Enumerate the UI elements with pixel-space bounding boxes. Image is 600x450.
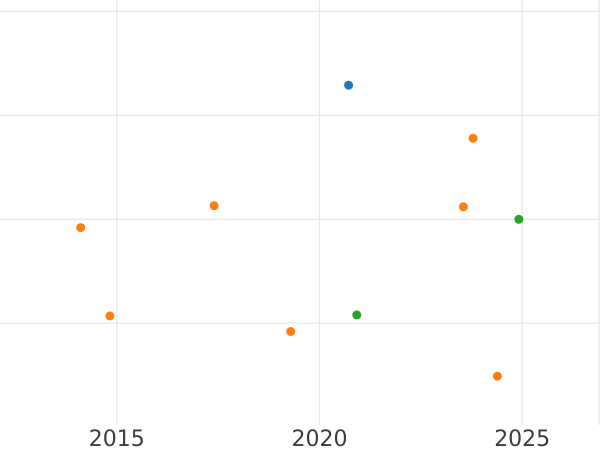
point-orange (209, 201, 219, 211)
point-orange (458, 202, 468, 212)
point-orange (468, 133, 478, 143)
x-tick-label-2020: 2020 (292, 427, 348, 450)
point-green (514, 214, 524, 224)
point-orange (492, 371, 502, 381)
gridlines (0, 0, 600, 425)
point-green (352, 310, 362, 320)
x-tick-label-2025: 2025 (494, 427, 550, 450)
point-orange (76, 223, 86, 233)
data-points (76, 80, 524, 381)
x-tick-label-2015: 2015 (89, 427, 145, 450)
point-orange (105, 311, 115, 321)
point-orange (286, 327, 296, 336)
point-blue (344, 80, 354, 90)
x-axis-tick-labels: 2015 2020 2025 (89, 427, 550, 450)
